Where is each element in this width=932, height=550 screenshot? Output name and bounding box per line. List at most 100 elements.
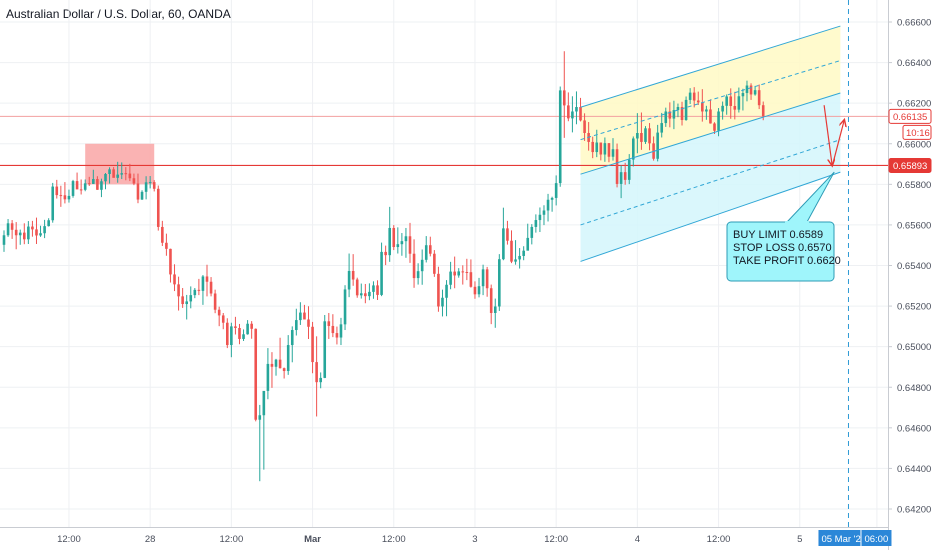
candle xyxy=(230,326,233,346)
candle xyxy=(433,253,436,274)
candle xyxy=(327,321,331,326)
candle xyxy=(627,159,631,180)
candle xyxy=(493,306,497,313)
candle xyxy=(185,301,188,305)
candle xyxy=(14,229,18,236)
candle xyxy=(343,289,347,325)
candle xyxy=(713,123,716,131)
candle xyxy=(485,269,489,289)
candle xyxy=(611,149,615,157)
candle xyxy=(112,169,115,178)
price-tag xyxy=(888,108,932,124)
candle xyxy=(506,228,509,241)
candle xyxy=(696,100,700,103)
candle xyxy=(400,241,404,245)
candle xyxy=(554,183,558,198)
candle xyxy=(558,90,562,184)
candle xyxy=(18,232,22,236)
candle xyxy=(676,107,680,111)
candle xyxy=(668,111,672,119)
candle xyxy=(461,271,465,273)
candle xyxy=(567,105,570,119)
candle xyxy=(701,102,704,112)
candle xyxy=(465,271,469,273)
candle xyxy=(534,220,538,227)
candle xyxy=(238,327,241,339)
callout-box xyxy=(726,221,835,282)
time-axis[interactable]: 12:002812:00Mar12:00312:00412:00512:005 … xyxy=(0,527,892,550)
price-tick-label: 0.64200 xyxy=(897,505,931,516)
candle xyxy=(648,128,651,144)
candle xyxy=(733,106,737,110)
candle xyxy=(201,276,205,291)
candle xyxy=(282,368,286,372)
candle xyxy=(359,293,363,296)
candle xyxy=(181,296,184,305)
candle xyxy=(721,105,724,112)
candle xyxy=(583,120,586,133)
candle xyxy=(67,195,71,200)
channel-lower-fill xyxy=(580,93,841,262)
candle xyxy=(684,99,688,121)
trade-arrow xyxy=(831,119,844,167)
candle xyxy=(737,96,741,110)
candle xyxy=(335,333,339,338)
candle xyxy=(688,92,692,100)
candle xyxy=(165,242,168,249)
candle xyxy=(656,132,659,159)
candle xyxy=(412,253,416,279)
callout-line: TAKE PROFIT 0.6620 xyxy=(733,255,841,267)
candle xyxy=(603,143,607,155)
candle xyxy=(132,178,136,184)
candle xyxy=(270,363,274,367)
price-axis-bg xyxy=(888,0,932,550)
candle xyxy=(424,245,428,260)
candle xyxy=(420,259,424,272)
candle xyxy=(55,186,59,196)
time-tick-label: Mar xyxy=(304,534,321,545)
candle xyxy=(753,90,757,95)
candle xyxy=(757,90,761,106)
candle xyxy=(27,226,30,240)
candle xyxy=(481,269,485,287)
candle xyxy=(692,92,696,101)
candle xyxy=(226,322,229,346)
price-tick-label: 0.66000 xyxy=(897,139,931,150)
price-axis[interactable]: 0.66600 0.66400 0.66200 0.66000 0.65800 0.656… xyxy=(888,0,932,550)
candle xyxy=(205,276,209,282)
price-tick-label: 0.65200 xyxy=(897,302,931,313)
candle xyxy=(745,85,749,94)
candle xyxy=(437,273,440,307)
candle xyxy=(2,235,6,245)
candle xyxy=(31,226,34,230)
price-tick-label: 0.65600 xyxy=(897,220,931,231)
candle xyxy=(311,326,314,363)
candle xyxy=(51,186,55,221)
candle xyxy=(278,359,282,369)
candle xyxy=(262,390,266,416)
candle xyxy=(307,319,310,327)
candle xyxy=(173,274,176,285)
candle xyxy=(729,96,733,107)
candle xyxy=(644,128,647,142)
candle xyxy=(664,111,668,124)
time-axis-bg xyxy=(0,527,888,550)
price-tick-label: 0.64800 xyxy=(897,383,931,394)
candle xyxy=(339,324,343,338)
trade-arrow xyxy=(823,105,832,166)
candle xyxy=(140,191,144,200)
candle xyxy=(514,259,517,262)
candle xyxy=(380,251,383,295)
candle xyxy=(152,182,156,189)
candle xyxy=(63,195,67,200)
candle xyxy=(530,226,534,238)
candle xyxy=(615,149,619,184)
candle xyxy=(372,285,375,292)
candle xyxy=(169,248,172,275)
candle xyxy=(396,244,400,248)
candle xyxy=(660,123,664,133)
candle xyxy=(100,181,103,190)
candle xyxy=(6,223,10,236)
